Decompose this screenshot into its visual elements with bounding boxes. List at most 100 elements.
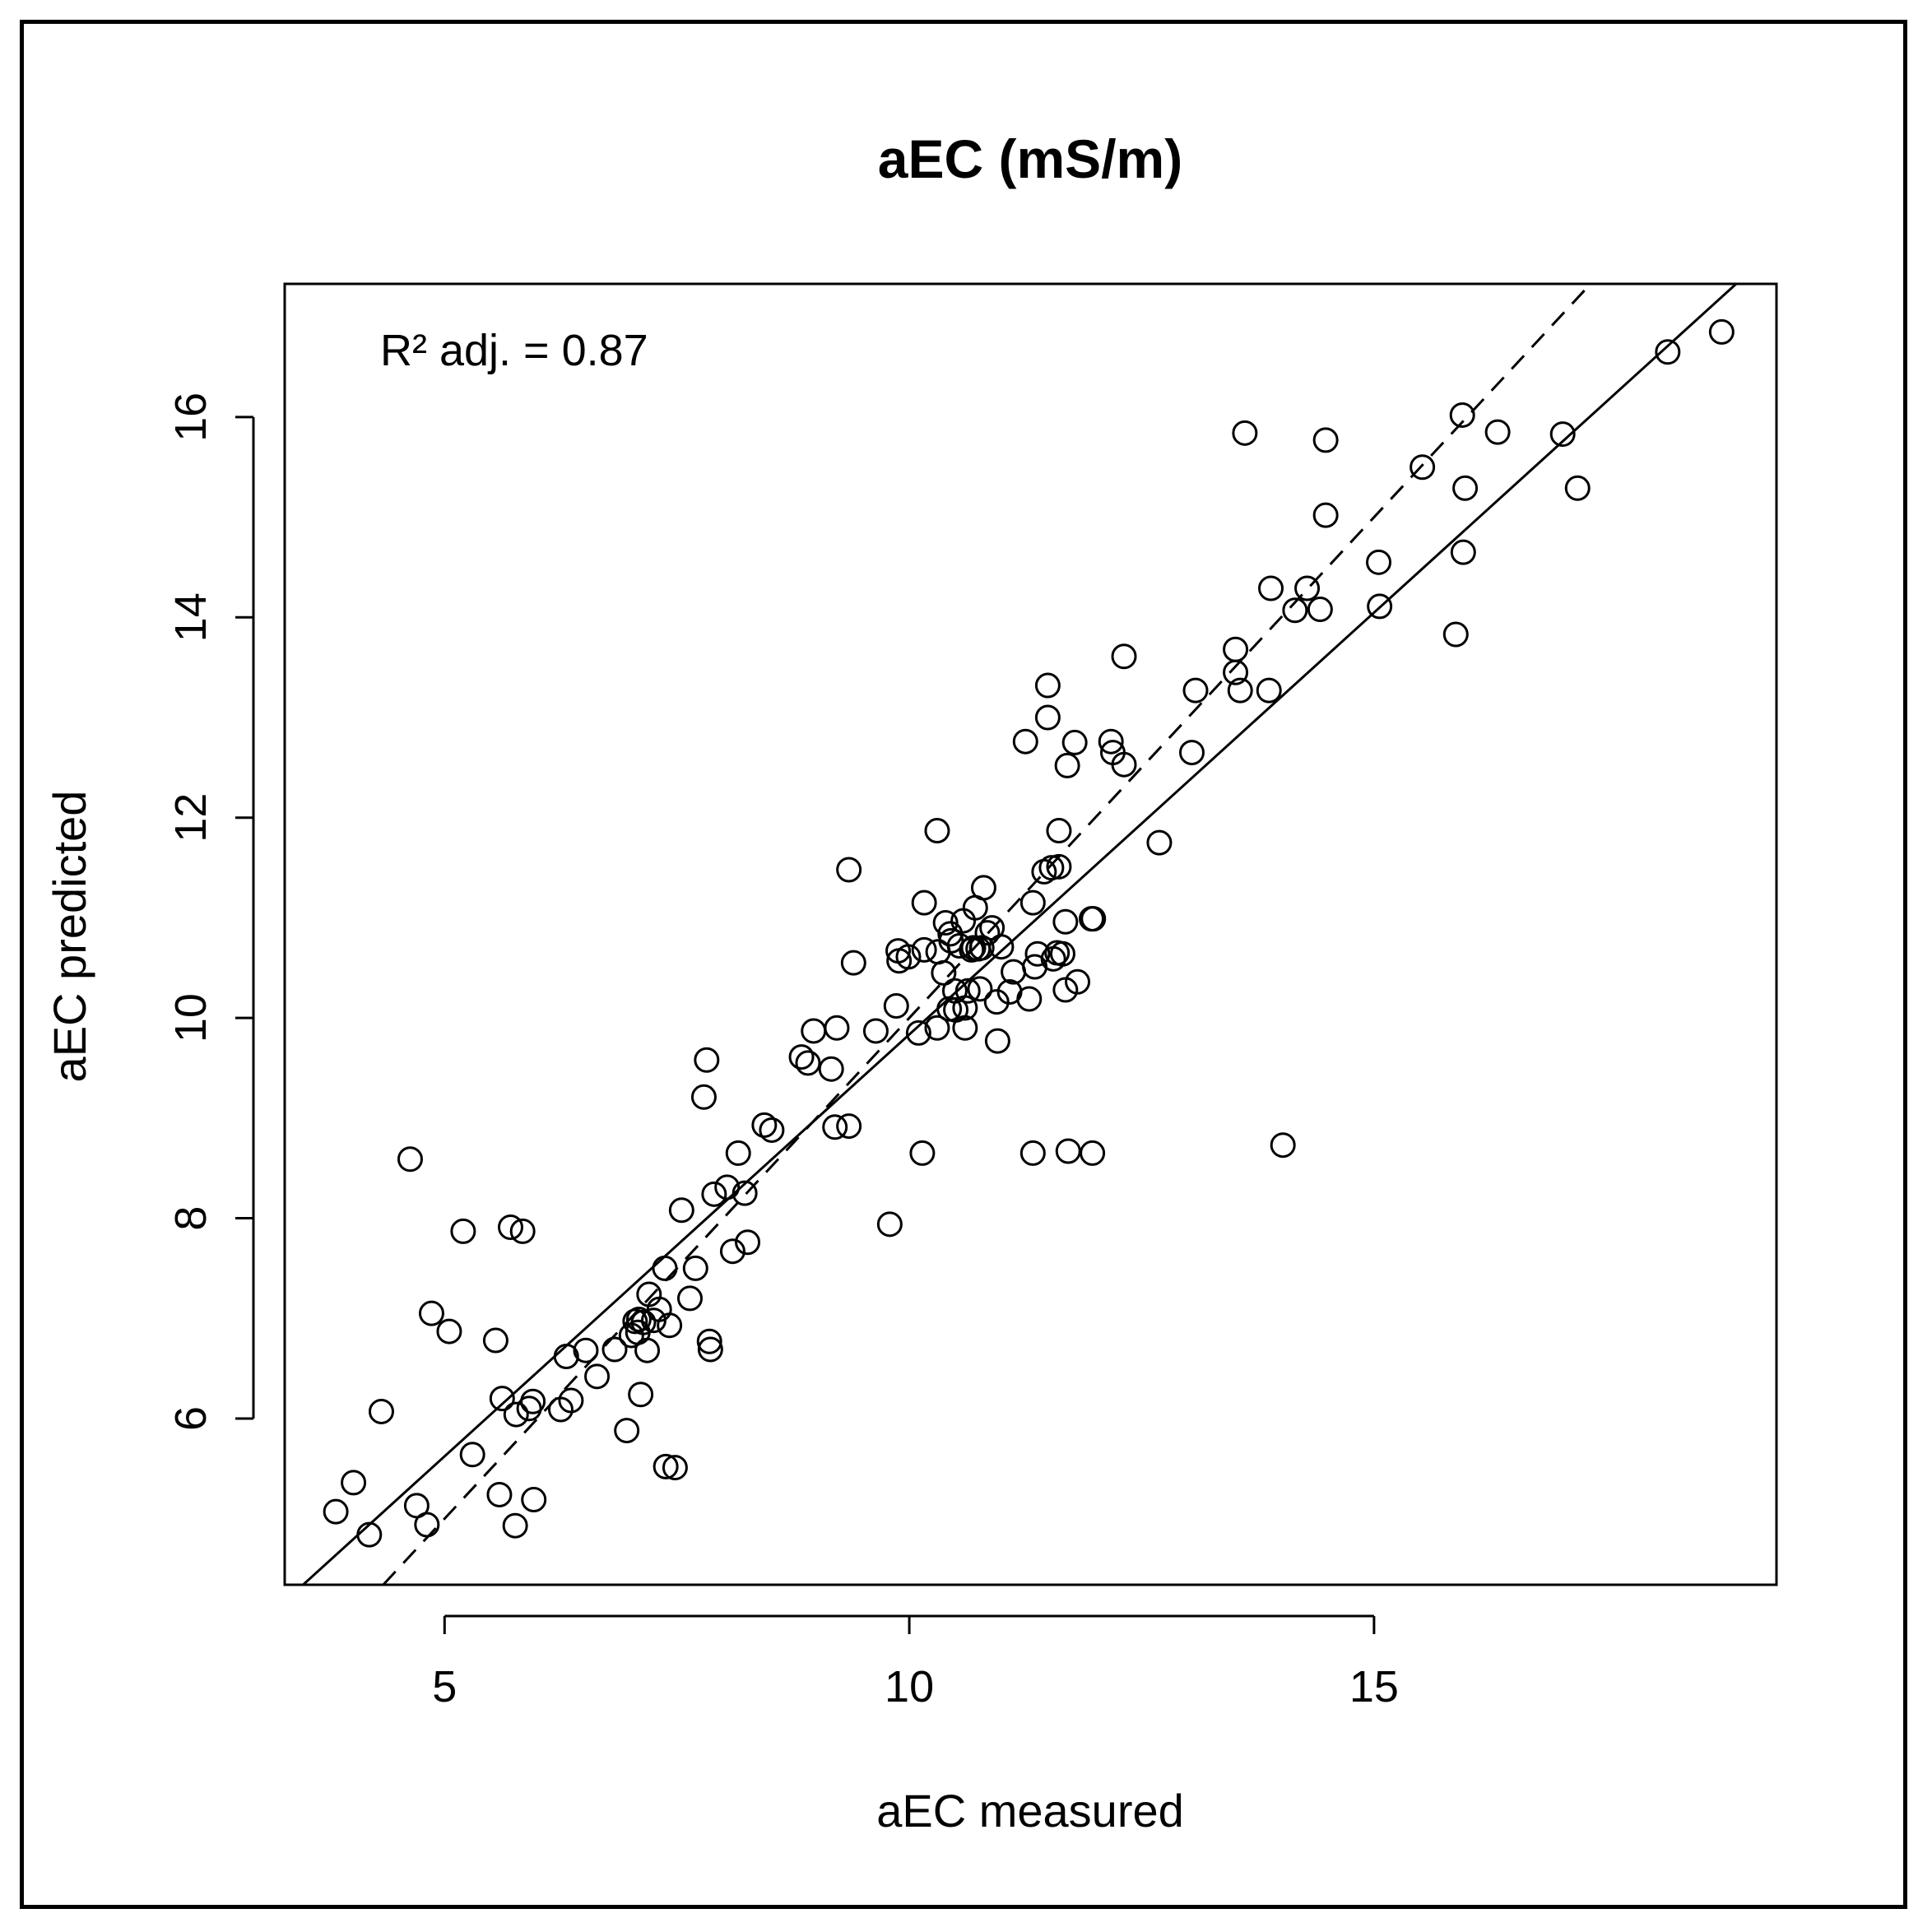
x-tick-label: 15	[1349, 1662, 1399, 1711]
data-point	[1080, 906, 1107, 932]
data-point	[984, 1028, 1010, 1054]
data-point	[719, 1238, 745, 1265]
data-point	[489, 1386, 515, 1412]
data-point	[974, 920, 1001, 946]
data-point	[836, 1113, 862, 1140]
data-point	[553, 1344, 579, 1370]
data-point	[759, 1117, 785, 1143]
data-point	[397, 1146, 423, 1173]
x-tick-label: 10	[885, 1662, 934, 1711]
data-point	[1049, 940, 1075, 967]
data-point	[735, 1229, 761, 1256]
data-point	[668, 1197, 694, 1224]
data-point	[1549, 421, 1576, 448]
data-point	[1098, 728, 1124, 755]
data-point	[751, 1112, 778, 1138]
data-point	[634, 1337, 661, 1363]
data-point	[450, 1218, 476, 1244]
data-point	[573, 1337, 599, 1363]
data-point	[1012, 728, 1038, 755]
data-point	[701, 1181, 727, 1207]
data-point	[895, 944, 922, 970]
data-point	[1065, 968, 1091, 995]
data-point	[1182, 677, 1209, 704]
data-point	[924, 1015, 950, 1041]
data-point	[714, 1174, 741, 1201]
data-point	[497, 1214, 523, 1240]
data-point	[725, 1140, 751, 1166]
data-point	[988, 934, 1015, 960]
data-point	[931, 959, 957, 986]
data-point	[1307, 597, 1333, 623]
data-point	[1052, 908, 1079, 935]
data-point	[932, 910, 959, 936]
data-point	[584, 1363, 611, 1390]
data-point	[558, 1387, 584, 1414]
data-point	[368, 1398, 394, 1424]
data-point	[1223, 636, 1249, 662]
data-point	[911, 936, 937, 963]
data-point	[954, 978, 981, 1004]
data-point	[696, 1328, 722, 1354]
axes: 5 10 15 6 8 10 12 14 16	[166, 392, 1399, 1711]
data-point	[1038, 855, 1065, 881]
data-point	[662, 1455, 688, 1481]
data-point	[795, 1050, 821, 1076]
data-point	[1312, 502, 1339, 528]
data-point	[1061, 729, 1088, 755]
data-point	[1178, 740, 1205, 766]
y-tick-label: 14	[166, 592, 216, 642]
data-point	[1312, 427, 1339, 453]
data-point	[1019, 889, 1046, 916]
data-point	[1232, 420, 1258, 446]
data-point	[486, 1481, 513, 1507]
data-point	[682, 1255, 708, 1281]
data-point	[601, 1336, 628, 1363]
data-point	[1034, 704, 1061, 731]
data-point	[822, 1114, 848, 1140]
data-point	[862, 1018, 889, 1044]
data-point	[1024, 940, 1051, 967]
data-point	[883, 993, 909, 1019]
y-tick-label: 12	[166, 793, 216, 843]
data-point	[1227, 677, 1253, 704]
regression-lines	[302, 282, 1737, 1586]
data-point	[818, 1056, 844, 1082]
data-point	[502, 1512, 528, 1539]
data-point	[952, 1015, 978, 1041]
figure-frame	[20, 20, 1907, 1909]
data-point	[731, 1180, 758, 1206]
data-point	[911, 889, 937, 916]
data-point	[1270, 1132, 1296, 1159]
data-point	[840, 950, 866, 976]
data-point	[1046, 818, 1072, 844]
data-point	[1564, 475, 1591, 501]
plot-area	[283, 282, 1778, 1586]
data-point	[1367, 593, 1393, 620]
data-point	[1078, 906, 1104, 932]
data-point	[1708, 318, 1735, 345]
data-point	[614, 1418, 640, 1444]
data-point	[1111, 643, 1137, 670]
data-point	[950, 908, 977, 934]
data-point	[503, 1401, 529, 1428]
data-point	[1449, 402, 1475, 428]
data-point	[414, 1512, 440, 1538]
r2-annotation: R² adj. = 0.87	[380, 326, 648, 375]
data-point	[690, 1084, 717, 1110]
data-point	[652, 1255, 678, 1281]
data-point	[968, 935, 995, 961]
data-point	[697, 1336, 723, 1363]
data-point	[1019, 1140, 1046, 1166]
data-point	[657, 1312, 683, 1339]
data-point	[1294, 575, 1321, 601]
data-point	[482, 1327, 509, 1354]
data-points	[323, 318, 1735, 1548]
y-tick-label: 8	[166, 1206, 216, 1231]
y-axis-label: aEC predicted	[44, 791, 95, 1083]
data-point	[653, 1453, 679, 1479]
data-point	[694, 1047, 720, 1073]
fitted-regression-line	[302, 282, 1737, 1586]
data-point	[1054, 752, 1080, 778]
data-point	[1111, 751, 1137, 778]
